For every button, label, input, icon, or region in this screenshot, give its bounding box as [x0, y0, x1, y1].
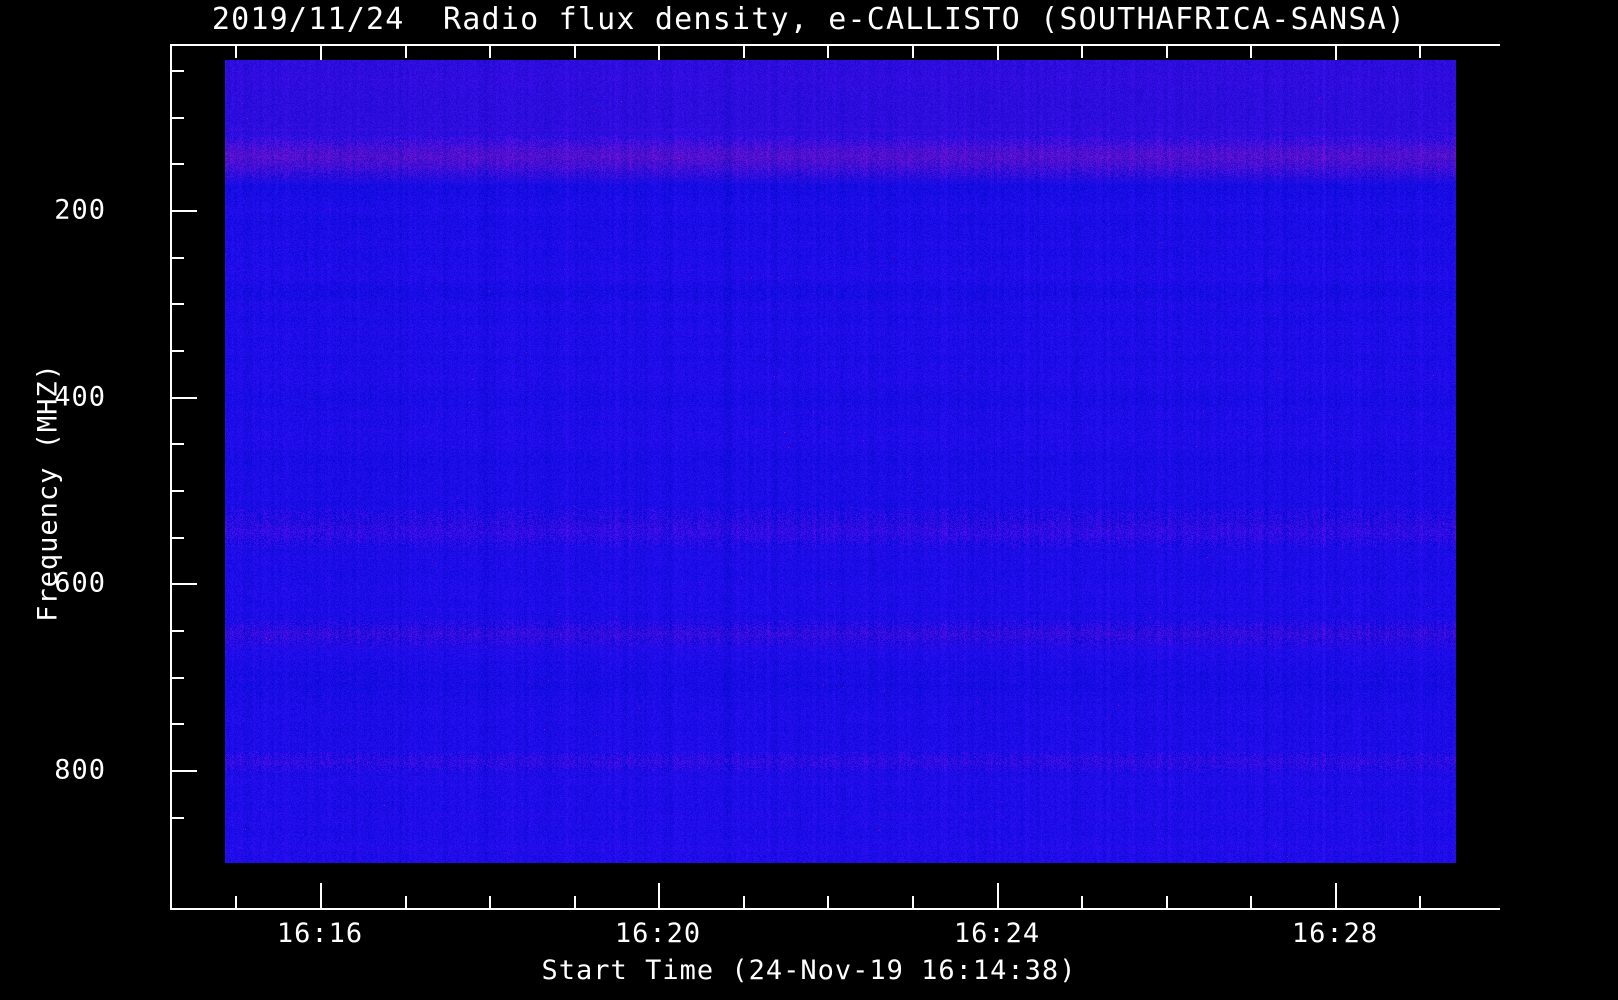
y-tick-150 — [172, 163, 184, 165]
y-tick-500 — [172, 490, 184, 492]
x-tick-bottom-4 — [574, 896, 576, 908]
x-tick-bottom-7 — [827, 896, 829, 908]
y-tick-450 — [172, 443, 184, 445]
y-tick-200 — [172, 210, 197, 212]
x-tick-label-16:28: 16:28 — [1291, 918, 1379, 949]
x-tick-top-10 — [1081, 46, 1083, 58]
x-tick-label-16:24: 16:24 — [953, 918, 1041, 949]
y-tick-550 — [172, 537, 184, 539]
x-tick-top-6 — [743, 46, 745, 58]
y-tick-250 — [172, 257, 184, 259]
x-tick-top-3 — [489, 46, 491, 58]
x-tick-bottom-6 — [743, 896, 745, 908]
page-title: 2019/11/24 Radio flux density, e-CALLIST… — [211, 2, 1407, 37]
x-tick-top-16:24 — [997, 46, 999, 71]
x-tick-bottom-8 — [912, 896, 914, 908]
x-tick-top-4 — [574, 46, 576, 58]
x-axis-title: Start Time (24-Nov-19 16:14:38) — [541, 955, 1077, 986]
y-tick-800 — [172, 770, 197, 772]
x-tick-bottom-16:16 — [320, 883, 322, 908]
x-tick-label-16:20: 16:20 — [614, 918, 702, 949]
plot-axes-frame — [170, 44, 1500, 910]
spectrogram-canvas — [225, 60, 1456, 863]
x-tick-bottom-2 — [405, 896, 407, 908]
y-tick-700 — [172, 677, 184, 679]
y-tick-400 — [172, 397, 197, 399]
y-tick-750 — [172, 723, 184, 725]
y-axis-title: Frequency (MHZ) — [32, 363, 64, 622]
x-tick-bottom-3 — [489, 896, 491, 908]
x-tick-top-16:28 — [1335, 46, 1337, 71]
x-tick-top-11 — [1166, 46, 1168, 58]
y-tick-50 — [172, 70, 184, 72]
axis-spine-left — [170, 44, 172, 910]
y-tick-600 — [172, 583, 197, 585]
y-tick-850 — [172, 817, 184, 819]
x-tick-bottom-0 — [235, 896, 237, 908]
y-tick-300 — [172, 303, 184, 305]
axis-spine-bottom — [170, 908, 1500, 910]
x-tick-top-16:20 — [658, 46, 660, 71]
x-tick-bottom-12 — [1250, 896, 1252, 908]
axis-spine-top — [170, 44, 1500, 46]
x-tick-top-2 — [405, 46, 407, 58]
x-tick-bottom-16:28 — [1335, 883, 1337, 908]
x-tick-bottom-16:24 — [997, 883, 999, 908]
x-tick-label-16:16: 16:16 — [276, 918, 364, 949]
y-tick-label-200: 200 — [54, 194, 106, 226]
x-tick-bottom-11 — [1166, 896, 1168, 908]
x-tick-top-8 — [912, 46, 914, 58]
x-tick-bottom-10 — [1081, 896, 1083, 908]
x-tick-bottom-14 — [1419, 896, 1421, 908]
y-tick-100 — [172, 117, 184, 119]
x-tick-top-14 — [1419, 46, 1421, 58]
y-tick-label-400: 400 — [54, 381, 106, 413]
spectrogram-data-area — [225, 60, 1456, 863]
y-tick-650 — [172, 630, 184, 632]
x-tick-bottom-16:20 — [658, 883, 660, 908]
x-tick-top-0 — [235, 46, 237, 58]
x-tick-top-12 — [1250, 46, 1252, 58]
x-tick-top-16:16 — [320, 46, 322, 71]
y-tick-350 — [172, 350, 184, 352]
y-tick-label-600: 600 — [54, 567, 106, 599]
y-tick-label-800: 800 — [54, 754, 106, 786]
x-tick-top-7 — [827, 46, 829, 58]
